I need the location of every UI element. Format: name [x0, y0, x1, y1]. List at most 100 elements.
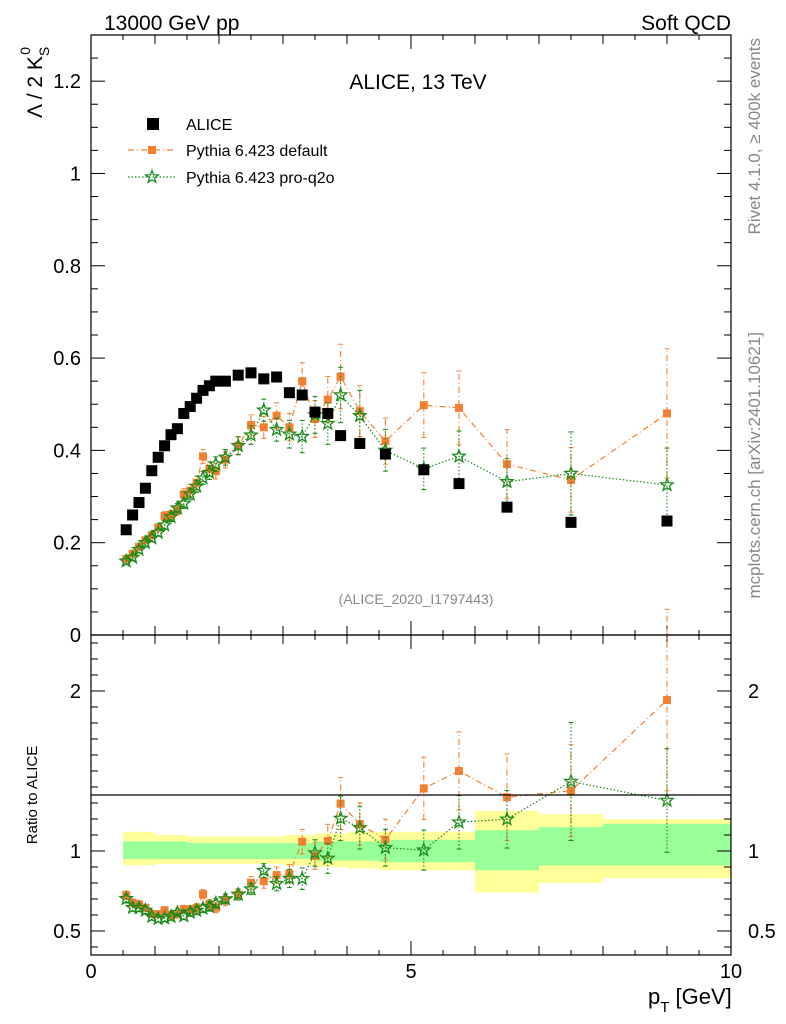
- main-data-point: [192, 478, 201, 487]
- ratio-data-point: [217, 890, 234, 906]
- ratio-data-point: [563, 773, 579, 789]
- main-data-point: [355, 407, 364, 416]
- chart-title: ALICE, 13 TeV: [349, 71, 486, 94]
- main-data-point: [268, 421, 285, 437]
- main-data-point: [169, 499, 186, 515]
- main-data-point: [351, 407, 368, 423]
- header-process-label: 13000 GeV pp: [104, 12, 239, 35]
- x-tick-label: 0: [85, 961, 96, 983]
- main-data-point: [139, 482, 151, 494]
- ratio-data-point: [336, 799, 345, 808]
- legend-label-pythia-pro-q2o: Pythia 6.423 pro-q2o: [186, 170, 335, 187]
- main-data-point: [152, 451, 164, 463]
- legend-marker-pythia-pro-q2o: [144, 168, 160, 184]
- main-data-point: [332, 386, 349, 402]
- ratio-y-tick-label: 1: [70, 841, 81, 863]
- main-data-point: [171, 423, 183, 435]
- mcplots-reference-label: mcplots.cern.ch [arXiv:2401.10621]: [745, 332, 764, 598]
- ratio-data-point: [499, 810, 515, 826]
- main-data-point: [156, 516, 173, 532]
- main-data-point: [663, 409, 671, 418]
- ratio-data-point: [307, 844, 323, 860]
- main-data-point: [175, 495, 192, 511]
- ratio-data-point: [323, 837, 332, 845]
- main-data-point: [146, 465, 158, 477]
- main-data-point: [296, 389, 308, 401]
- ratio-y-tick-label-right: 2: [748, 681, 759, 703]
- ratio-data-point: [259, 877, 268, 886]
- main-data-point: [124, 549, 141, 565]
- x-axis-label: pT [GeV]: [648, 984, 732, 1016]
- ratio-data-point: [415, 841, 432, 857]
- ratio-data-point: [182, 904, 199, 920]
- main-data-point: [283, 387, 295, 399]
- main-data-point: [207, 455, 224, 471]
- ratio-data-point: [188, 902, 205, 918]
- ratio-data-point: [195, 899, 211, 916]
- main-series-line: [125, 375, 668, 560]
- svg-text:pT [GeV]: pT [GeV]: [648, 984, 732, 1016]
- header-category-label: Soft QCD: [641, 12, 731, 35]
- main-data-point: [197, 384, 209, 396]
- main-y-tick-label: 0.2: [53, 533, 81, 555]
- main-series-line: [125, 393, 668, 562]
- inner-band-bin: [123, 841, 155, 859]
- ratio-data-point: [205, 900, 214, 909]
- ratio-data-point: [118, 890, 135, 906]
- main-data-point: [418, 464, 430, 476]
- main-data-point: [294, 428, 311, 444]
- main-y-tick-label: 0.8: [53, 256, 81, 278]
- series-alice: [120, 367, 673, 536]
- ratio-data-point: [156, 909, 173, 925]
- main-data-point: [167, 511, 175, 519]
- inner-band-bin: [219, 843, 251, 859]
- main-data-point: [184, 401, 196, 413]
- legend-marker-pythia-default: [148, 146, 156, 154]
- ratio-data-point: [201, 898, 218, 914]
- main-data-point: [255, 401, 272, 417]
- main-data-point: [322, 407, 334, 419]
- main-data-point: [159, 440, 171, 452]
- ratio-data-point: [663, 696, 671, 705]
- ratio-data-point: [451, 813, 467, 829]
- inner-band-bin: [347, 841, 379, 861]
- ratio-data-point: [175, 907, 192, 923]
- main-data-point: [298, 377, 307, 386]
- main-data-point: [323, 395, 332, 404]
- ratio-data-point: [294, 870, 311, 886]
- analysis-id-label: (ALICE_2020_I1797443): [339, 591, 494, 607]
- main-data-point: [271, 371, 283, 383]
- main-data-point: [210, 375, 222, 387]
- main-data-point: [335, 430, 347, 442]
- ratio-y-tick-label-right: 0.5: [748, 921, 776, 943]
- x-tick-label: 5: [405, 961, 416, 983]
- main-data-point: [118, 552, 135, 568]
- ratio-data-point: [186, 905, 195, 914]
- ratio-data-point: [169, 904, 186, 920]
- main-data-point: [217, 448, 234, 465]
- ratio-data-point: [199, 890, 207, 899]
- main-data-point: [137, 534, 154, 550]
- main-data-point: [179, 490, 188, 499]
- ratio-data-point: [272, 871, 281, 880]
- main-data-point: [141, 536, 150, 545]
- ratio-data-point: [150, 910, 167, 926]
- main-data-point: [455, 403, 463, 412]
- main-data-point: [133, 497, 145, 509]
- main-data-point: [203, 380, 215, 392]
- ratio-y-tick-label: 2: [70, 681, 81, 703]
- ratio-data-point: [298, 837, 307, 846]
- ratio-data-point: [141, 903, 150, 912]
- ratio-data-point: [377, 839, 394, 855]
- main-data-point: [219, 375, 231, 387]
- ratio-data-point: [255, 862, 272, 878]
- ratio-data-point: [419, 784, 428, 793]
- main-data-point: [186, 486, 195, 495]
- main-data-point: [147, 531, 156, 540]
- ratio-y-axis-label: Ratio to ALICE: [24, 746, 41, 844]
- main-data-point: [381, 437, 390, 446]
- ratio-data-point: [281, 870, 298, 886]
- ratio-uncertainty-bands: [123, 811, 731, 893]
- main-data-point: [453, 478, 465, 490]
